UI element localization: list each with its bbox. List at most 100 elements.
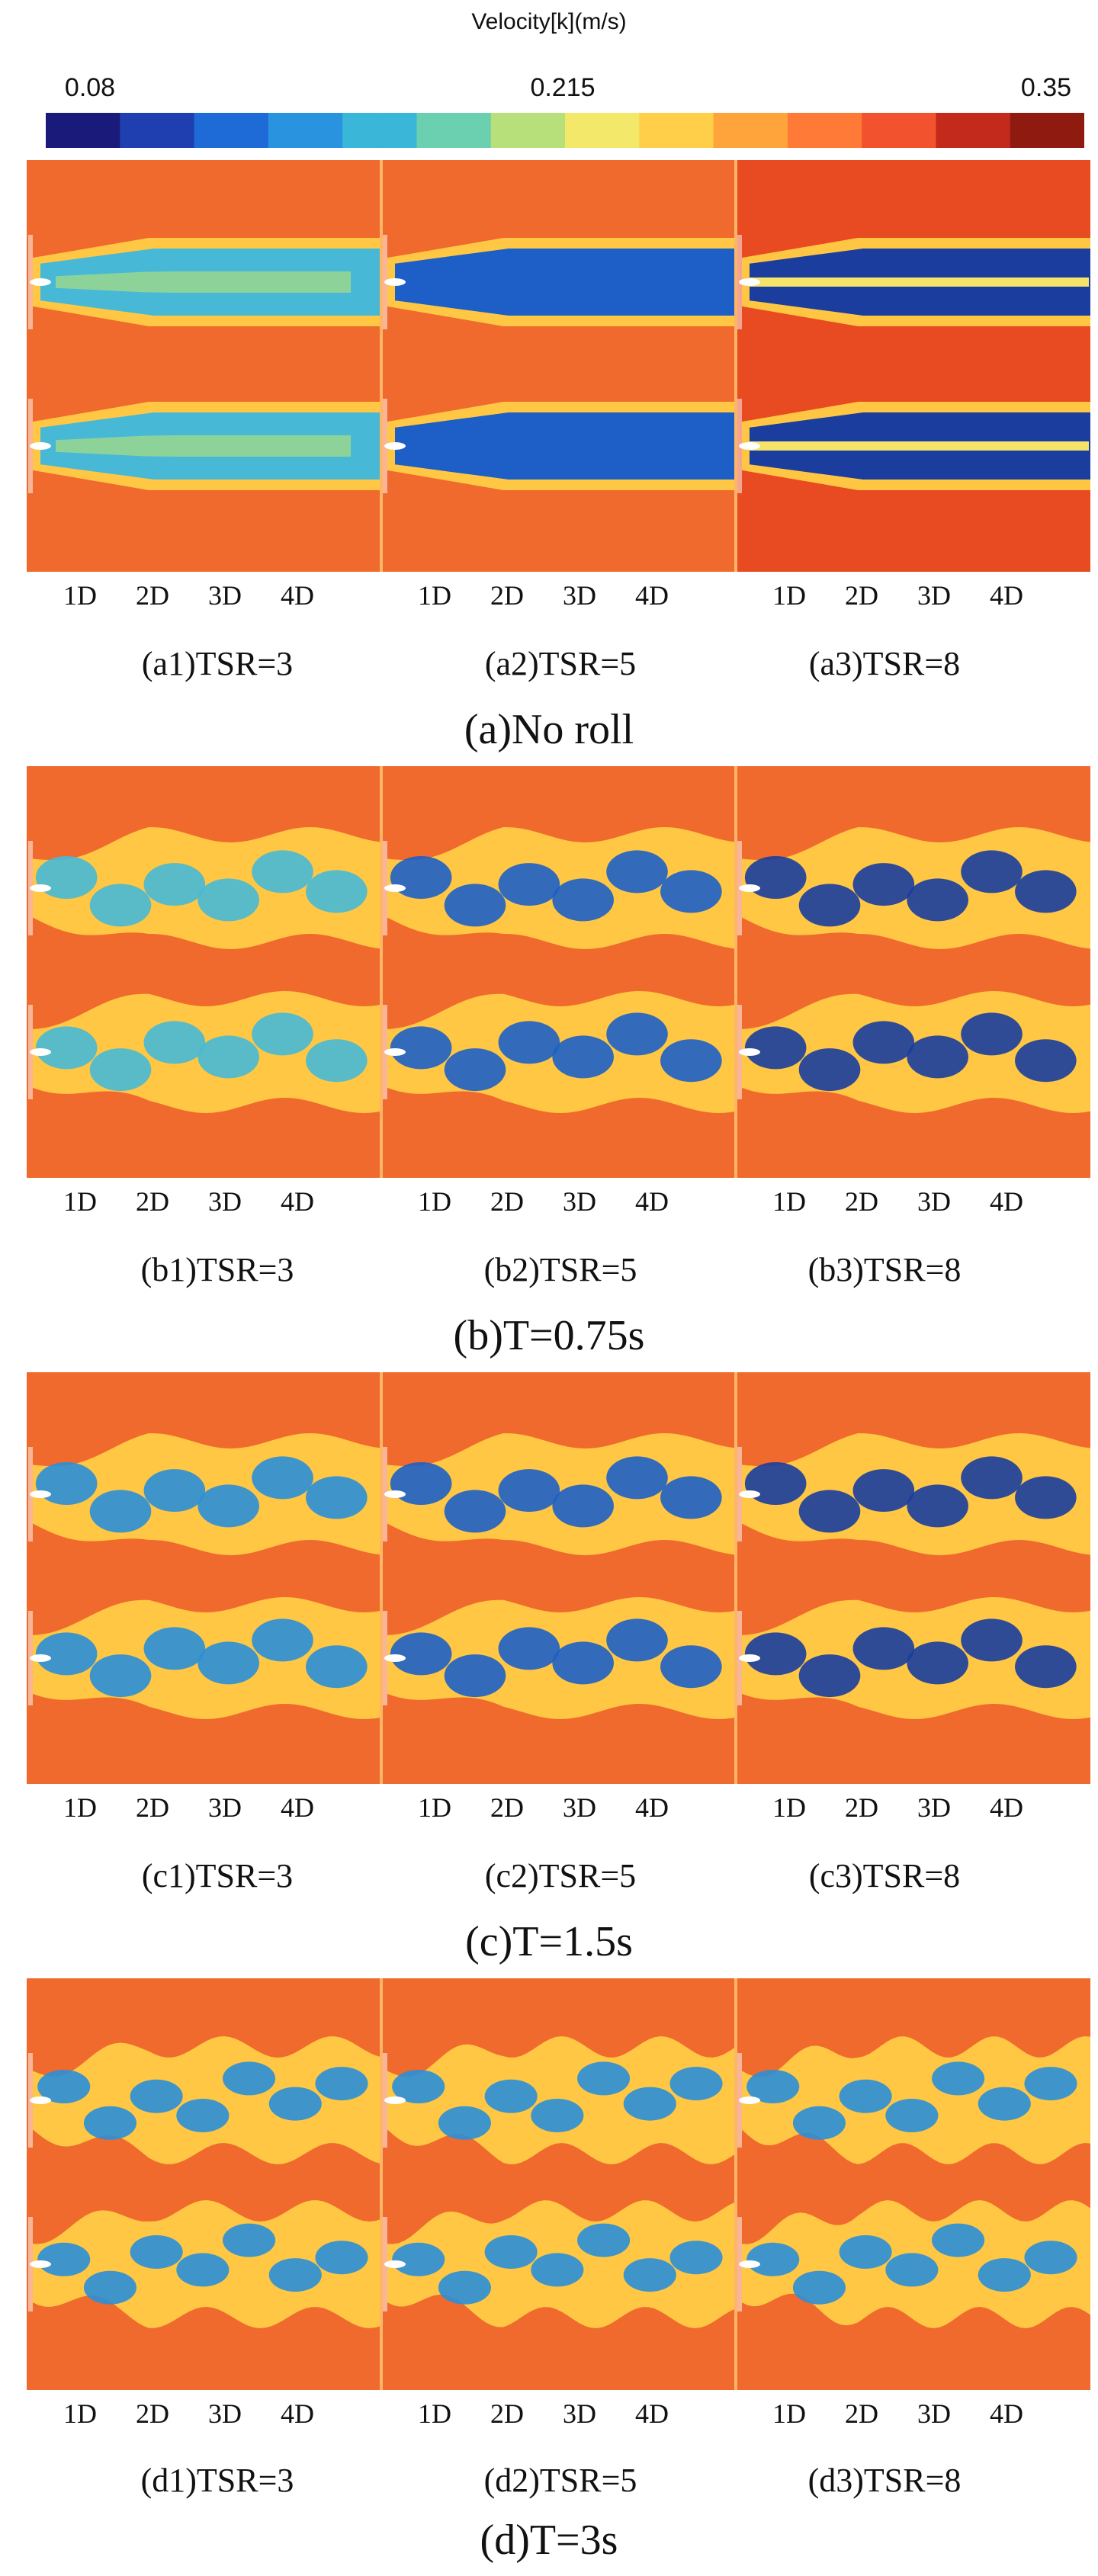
colorbar-segment [750, 113, 788, 148]
turbine-hub [384, 1654, 406, 1662]
turbine-hub [30, 1490, 51, 1498]
wake-vortex-blob [623, 2258, 676, 2292]
wake-vortex-blob [744, 1462, 807, 1505]
distance-tick-label: 3D [917, 1186, 951, 1217]
wake-vortex-blob [885, 2098, 939, 2132]
flow-background [381, 766, 736, 1178]
wake-vortex-blob [444, 1048, 506, 1092]
flow-background [736, 1372, 1090, 1784]
distance-tick-label: 2D [490, 1186, 524, 1217]
wake-vortex-blob [852, 1469, 915, 1513]
distance-tick-label: 3D [917, 580, 951, 611]
wake-vortex-blob [669, 2241, 723, 2275]
distance-tick-label: 3D [917, 2398, 951, 2429]
turbine-hub [30, 1654, 51, 1662]
wake-vortex-blob [660, 1039, 722, 1083]
subcaptions-d: (d1)TSR=3 (d2)TSR=5 (d3)TSR=8 [27, 2461, 1090, 2507]
distance-tick-label: 2D [490, 1792, 524, 1823]
wake-vortex-blob [390, 1632, 452, 1676]
subcaption-c3: (c3)TSR=8 [808, 1857, 961, 1894]
wake-vortex-blob [252, 1012, 313, 1056]
wake-vortex-blob [252, 1456, 313, 1500]
wake-vortex-blob [885, 2253, 939, 2287]
wake-vortex-blob [35, 1462, 98, 1505]
colorbar-segment [824, 113, 862, 148]
distance-tick-label: 1D [63, 1186, 97, 1217]
distance-tick-label: 4D [281, 1186, 314, 1217]
section-divider [380, 160, 383, 572]
wake-vortex-blob [143, 1469, 206, 1513]
wake-vortex-blob [444, 884, 506, 927]
distance-tick-label: 3D [563, 1186, 596, 1217]
wake-vortex-blob [660, 1645, 722, 1689]
colorbar-segment [120, 113, 158, 148]
section-divider [734, 1978, 737, 2390]
colorbar-segment [268, 113, 306, 148]
turbine-hub [384, 1048, 406, 1056]
contour-panel-b [27, 766, 1090, 1178]
wake-vortex-blob [252, 1618, 313, 1662]
wake-vortex-blob [961, 1618, 1023, 1662]
distance-tick-label: 3D [208, 1186, 242, 1217]
colorbar-segment [82, 113, 120, 148]
colorbar-segment [936, 113, 974, 148]
wake-vortex-blob [306, 870, 368, 913]
colorbar-segment [898, 113, 936, 148]
distance-tick-label: 4D [281, 1792, 314, 1823]
distance-tick-label: 2D [136, 1792, 169, 1823]
wake-vortex-blob [89, 1654, 152, 1698]
colorbar-segment [231, 113, 269, 148]
subcaptions-b: (b1)TSR=3 (b2)TSR=5 (b3)TSR=8 [27, 1250, 1090, 1296]
distance-tick-label: 1D [772, 580, 806, 611]
colorbar-segment [639, 113, 677, 148]
wake-vortex-blob [1015, 1039, 1077, 1083]
turbine-hub [739, 1490, 760, 1498]
turbine-hub [384, 2096, 406, 2104]
wake-vortex-blob [852, 1627, 915, 1670]
colorbar-segment [454, 113, 492, 148]
turbine-hub [30, 442, 51, 450]
distance-tick-label: 1D [63, 580, 97, 611]
legend-title: Velocity[k](m/s) [471, 9, 627, 34]
wake-vortex-blob [746, 2070, 800, 2103]
distance-tick-label: 4D [635, 2398, 669, 2429]
wake-vortex-blob [83, 2270, 136, 2305]
wake-vortex-blob [89, 1490, 152, 1533]
colorbar-segment [490, 113, 528, 148]
wake-vortex-blob [498, 1021, 560, 1064]
section-divider [734, 1372, 737, 1784]
distance-tick-label: 3D [917, 1792, 951, 1823]
wake-vortex-blob [792, 2270, 846, 2305]
wake-vortex-blob [623, 2087, 676, 2121]
flow-background [736, 766, 1090, 1178]
wake-vortex-blob [852, 863, 915, 906]
velocity-colorbar [46, 113, 1084, 148]
colorbar-segment [1010, 113, 1048, 148]
contour-panel-a [27, 160, 1090, 572]
colorbar-segment [973, 113, 1011, 148]
subcaption-d3: (d3)TSR=8 [807, 2462, 962, 2499]
wake-vortex-blob [798, 1048, 861, 1092]
wake-centerline-jet [750, 441, 1089, 451]
turbine-hub [384, 1490, 406, 1498]
wake-vortex-blob [1015, 1645, 1077, 1689]
distance-tick-label: 3D [563, 580, 596, 611]
wake-vortex-blob [798, 1654, 861, 1698]
wake-vortex-blob [484, 2079, 538, 2113]
distance-tick-label: 2D [845, 2398, 878, 2429]
turbine-hub [739, 1654, 760, 1662]
wake-vortex-blob [798, 1490, 861, 1533]
turbine-hub [739, 1048, 760, 1056]
wake-vortex-blob [1024, 2067, 1077, 2101]
legend-tick-max: 0.35 [1020, 73, 1072, 102]
wake-vortex-blob [444, 1654, 506, 1698]
wake-vortex-blob [35, 1026, 98, 1070]
colorbar-segment [156, 113, 195, 148]
wake-vortex-blob [143, 1627, 206, 1670]
colorbar-segment [602, 113, 640, 148]
wake-vortex-blob [606, 1618, 668, 1662]
distance-tick-label: 3D [563, 1792, 596, 1823]
wake-vortex-blob [961, 850, 1023, 893]
wake-vortex-blob [669, 2067, 723, 2101]
subcaptions-c: (c1)TSR=3 (c2)TSR=5 (c3)TSR=8 [27, 1856, 1090, 1902]
